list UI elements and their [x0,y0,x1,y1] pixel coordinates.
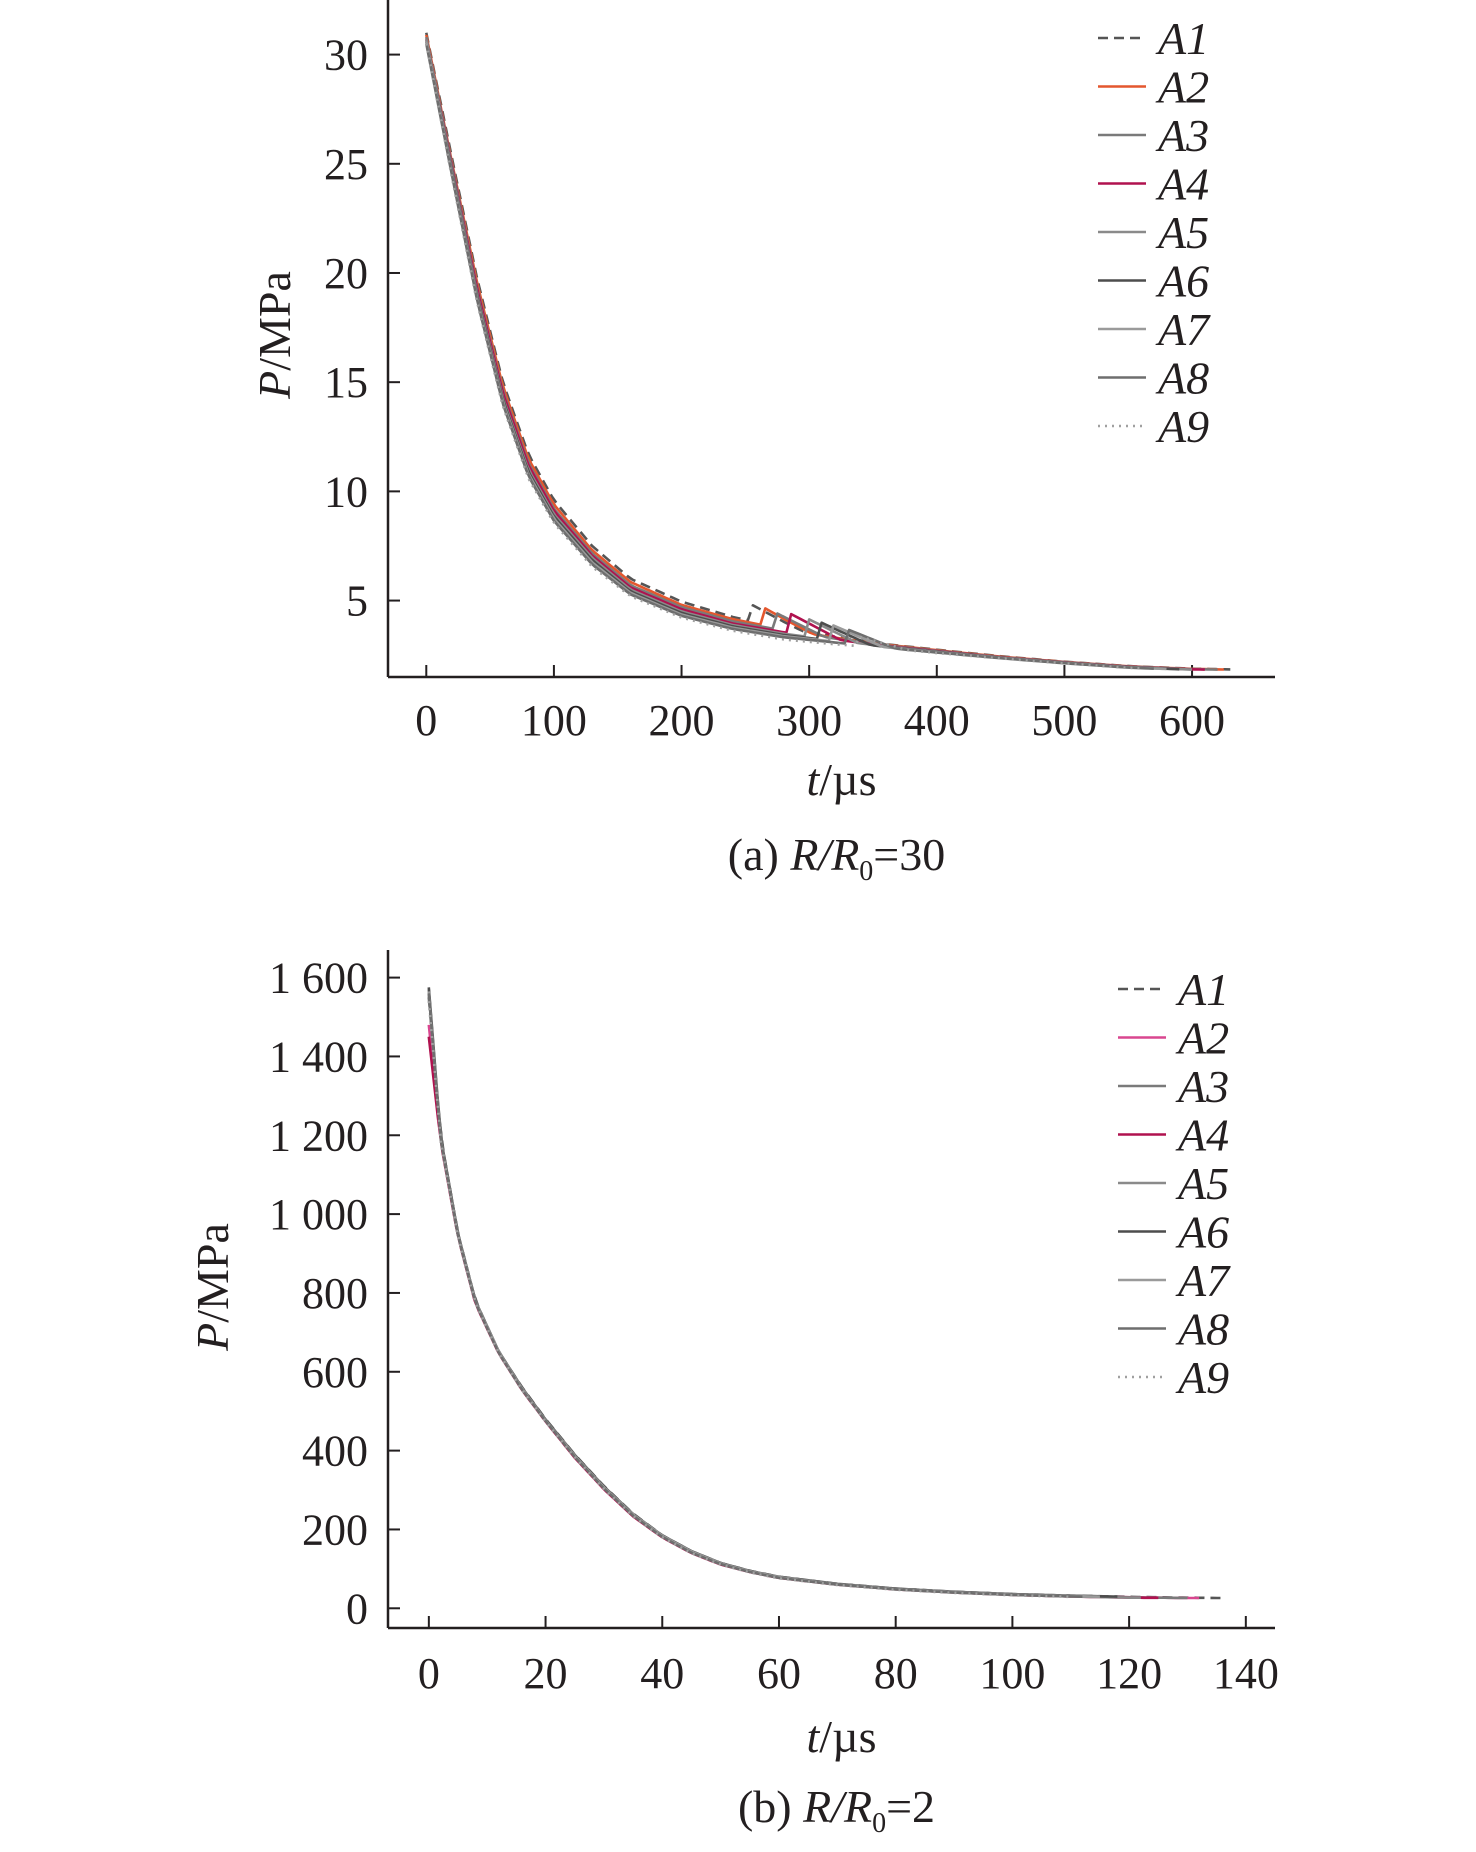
legend-label-a3: A3 [1175,1061,1229,1112]
legend-label-a8: A8 [1155,353,1209,404]
legend-label-a2: A2 [1155,62,1209,113]
chart-panel-b: 0 20 40 60 80 100 120 140 0 200 400 600 800 1 000 1 20… [187,950,1279,1839]
series-line-a3 [427,993,1188,1600]
y-axis-variable: P [249,371,300,400]
y-tick-label: 15 [324,358,368,407]
series-line-a5 [425,39,1193,671]
legend-label-a6: A6 [1155,256,1209,307]
x-tick-label: 80 [874,1649,918,1698]
x-tick-label: 0 [418,1649,440,1698]
legend-label-a2: A2 [1175,1013,1229,1064]
y-tick-label: 600 [302,1348,368,1397]
legend-label-a9: A9 [1155,401,1209,452]
series-group [425,32,1231,671]
x-tick-label: 140 [1213,1649,1279,1698]
x-tick-label: 60 [757,1649,801,1698]
series-group [427,987,1223,1600]
series-line-a5 [427,989,1141,1599]
x-axis-title: t/µs [807,754,877,805]
y-tick-label: 1 400 [269,1032,368,1081]
y-axis-title: P/MPa [249,271,300,400]
x-tick-label: 100 [521,696,587,745]
y-tick-label: 1 600 [269,954,368,1003]
y-tick-label: 5 [346,577,368,626]
chart-panel-a: 0 100 200 300 400 500 600 5 10 15 20 25 30 t/µs P/MPa (… [249,0,1275,887]
legend-label-a7: A7 [1155,304,1211,355]
series-line-a7 [425,41,1167,671]
x-axis-unit: /µs [819,754,876,805]
chart-caption: (b) R/R0=2 [738,1781,935,1839]
legend-label-a9: A9 [1175,1352,1229,1403]
legend-label-a3: A3 [1155,110,1209,161]
series-line-a4 [427,1036,1159,1600]
x-tick-label: 0 [415,696,437,745]
x-tick-label: 500 [1031,696,1097,745]
x-axis-variable: t [807,754,821,805]
x-axis-variable: t [807,1711,821,1762]
x-tick-label: 600 [1159,696,1225,745]
series-line-a1 [427,997,1223,1600]
y-tick-label: 200 [302,1505,368,1554]
caption-ratio: R/R [802,1781,872,1832]
caption-suffix: =2 [886,1781,935,1832]
series-line-a3 [425,36,1218,671]
y-tick-label: 800 [302,1269,368,1318]
series-line-a9 [427,1001,1071,1599]
y-tick-label: 20 [324,249,368,298]
series-line-a4 [425,39,1205,671]
x-tick-label: 100 [979,1649,1045,1698]
x-tick-label: 300 [776,696,842,745]
y-axis-unit: /MPa [249,271,300,371]
y-tick-label: 0 [346,1584,368,1633]
legend-label-a6: A6 [1175,1207,1229,1258]
chart-caption: (a) R/R0=30 [728,829,946,887]
y-axis-title: P/MPa [187,1223,238,1352]
caption-subscript: 0 [859,856,873,887]
caption-prefix: (b) [738,1781,803,1832]
y-tick-label: 25 [324,140,368,189]
caption-suffix: =30 [873,829,945,880]
caption-ratio: R/R [789,829,859,880]
series-line-a6 [425,41,1180,671]
caption-subscript: 0 [872,1808,886,1839]
y-axis-unit: /MPa [187,1223,238,1323]
y-axis-variable: P [187,1323,238,1352]
x-tick-label: 40 [640,1649,684,1698]
series-line-a2 [427,1024,1200,1600]
legend-label-a1: A1 [1155,13,1209,64]
series-line-a8 [425,43,1154,670]
legend-label-a5: A5 [1175,1158,1229,1209]
y-tick-label: 1 000 [269,1190,368,1239]
x-tick-label: 120 [1096,1649,1162,1698]
series-line-a1 [425,32,1231,671]
x-tick-label: 200 [649,696,715,745]
y-tick-label: 400 [302,1427,368,1476]
y-tick-label: 1 200 [269,1111,368,1160]
legend-label-a5: A5 [1155,207,1209,258]
legend-label-a7: A7 [1175,1255,1231,1306]
legend-label-a1: A1 [1175,964,1229,1015]
x-axis-title: t/µs [807,1711,877,1762]
series-line-a9 [425,43,1142,670]
series-line-a7 [427,991,1100,1598]
x-tick-label: 20 [524,1649,568,1698]
y-tick-label: 30 [324,31,368,80]
caption-prefix: (a) [728,829,791,880]
y-tick-label: 10 [324,467,368,516]
legend-label-a4: A4 [1155,159,1209,210]
x-tick-label: 400 [904,696,970,745]
x-axis-unit: /µs [819,1711,876,1762]
legend-label-a8: A8 [1175,1304,1229,1355]
series-line-a6 [427,987,1118,1598]
legend-label-a4: A4 [1175,1110,1229,1161]
series-line-a8 [427,993,1083,1598]
series-line-a2 [425,34,1224,671]
